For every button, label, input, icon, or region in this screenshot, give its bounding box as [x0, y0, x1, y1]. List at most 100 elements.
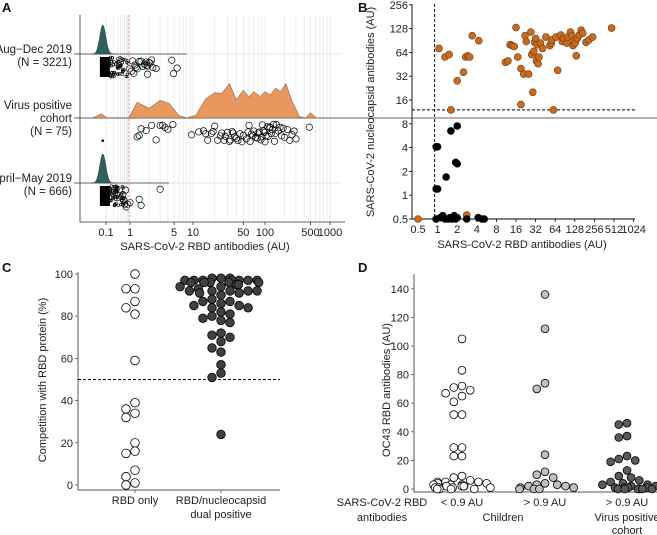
data-point-a — [114, 184, 118, 188]
data-point-c — [121, 303, 131, 313]
data-point-b — [453, 77, 462, 85]
data-point-d — [614, 420, 624, 429]
y-tick-label-c: 0 — [67, 480, 73, 492]
data-point-c — [225, 317, 235, 328]
x-tick-label-d: > 0.9 AU — [524, 497, 567, 509]
data-point-a — [132, 63, 140, 71]
data-point-a — [169, 120, 177, 129]
data-point-a — [144, 62, 152, 70]
data-point-c — [130, 446, 140, 456]
data-point-c — [130, 309, 140, 319]
data-point-a — [202, 130, 210, 138]
y-axis-label-b: SARS-CoV-2 nucleocapsid antibodies (AU) — [365, 7, 377, 217]
data-point-b — [504, 57, 512, 65]
data-point-d — [465, 476, 475, 485]
data-point-b — [445, 50, 453, 59]
data-point-a — [305, 123, 313, 131]
data-point-d — [449, 410, 459, 419]
group-label-d: cohort — [612, 525, 643, 535]
data-point-a — [101, 139, 105, 143]
data-point-a — [135, 58, 143, 66]
data-point-b — [528, 88, 537, 97]
data-point-a — [195, 128, 203, 136]
group-label-d: Virus positive — [594, 512, 657, 524]
data-point-b — [442, 173, 450, 181]
x-tick-label-b: 512 — [605, 224, 623, 236]
data-point-a — [283, 125, 291, 134]
data-point-a — [122, 57, 126, 62]
y-tick-label-b: 1 — [402, 190, 408, 202]
panel-letter-a: A — [2, 0, 12, 15]
data-point-a — [156, 185, 164, 193]
data-point-d — [457, 443, 467, 452]
data-point-a — [112, 203, 116, 208]
data-point-a — [257, 136, 265, 144]
data-point-c — [225, 309, 235, 319]
data-point-a — [116, 72, 120, 76]
x-tick-label-c: RBD only — [112, 495, 159, 507]
data-point-c — [225, 286, 235, 296]
data-point-d — [474, 477, 483, 487]
data-point-a — [114, 197, 118, 201]
y-tick-label-b: 8 — [402, 119, 408, 131]
data-point-d — [540, 324, 550, 334]
x-tick-label-c: RBD/nucleocapsid — [176, 495, 267, 507]
data-point-a — [211, 122, 219, 130]
data-point-a — [261, 138, 269, 146]
x-tick-label-b: 2 — [454, 224, 460, 236]
data-point-a — [272, 121, 280, 129]
data-point-d — [532, 470, 542, 480]
data-point-b — [526, 28, 535, 36]
data-point-d — [540, 290, 550, 299]
data-point-a — [274, 127, 282, 135]
data-point-a — [118, 55, 122, 60]
data-point-a — [137, 125, 145, 133]
data-point-c — [189, 300, 199, 311]
row-label-d: antibodies — [357, 512, 408, 524]
panel-d-beeswarm: 0 20 40 60 80 100 120 140 < 0.9 AU > 0.9 AU > 0.9 … — [337, 274, 657, 535]
data-point-c — [216, 347, 226, 357]
data-point-c — [225, 296, 235, 307]
data-point-d — [535, 484, 544, 494]
data-point-a — [133, 133, 141, 141]
x-tick-label-b: 64 — [549, 224, 561, 236]
data-point-c — [198, 296, 208, 307]
data-point-c — [207, 311, 217, 321]
data-point-d — [469, 484, 479, 494]
panel-letter-c: C — [2, 260, 12, 275]
x-axis-label-b: SARS-CoV-2 RBD antibodies (AU) — [437, 239, 606, 251]
data-point-d — [446, 484, 456, 494]
x-tick-label-b: 128 — [566, 224, 584, 236]
data-point-a — [108, 55, 113, 60]
data-point-a — [276, 123, 284, 131]
y-tick-label-d: 20 — [397, 455, 409, 467]
data-point-b — [538, 44, 547, 53]
data-point-a — [130, 69, 138, 77]
density-curve-a — [92, 82, 317, 119]
x-tick-label-a: 50 — [237, 227, 249, 239]
data-point-c — [216, 290, 226, 300]
y-axis-label-d: OC43 RBD antibodies (AU) — [381, 323, 393, 457]
y-tick-label-b: 2 — [402, 166, 408, 178]
data-point-b — [447, 106, 455, 114]
data-point-c — [121, 404, 131, 414]
data-point-d — [449, 443, 459, 452]
data-point-a — [221, 132, 229, 140]
data-point-a — [111, 71, 116, 76]
data-point-c — [252, 286, 262, 296]
data-point-d — [457, 391, 467, 401]
data-point-c — [243, 303, 253, 313]
data-point-d — [622, 418, 632, 428]
x-tick-label-a: 500 — [301, 227, 319, 239]
group-label-a: Virus positive — [4, 100, 72, 112]
data-point-a — [234, 136, 242, 145]
data-point-c — [194, 288, 205, 298]
data-point-a — [207, 129, 215, 138]
data-point-c — [216, 298, 226, 309]
x-tick-label-b: 0.5 — [410, 224, 425, 236]
data-point-c — [130, 355, 140, 366]
data-point-b — [553, 66, 562, 75]
y-tick-label-d: 0 — [403, 484, 409, 496]
y-tick-label-b: 4 — [402, 143, 408, 155]
row-label-d: SARS-CoV-2 RBD — [337, 497, 428, 509]
